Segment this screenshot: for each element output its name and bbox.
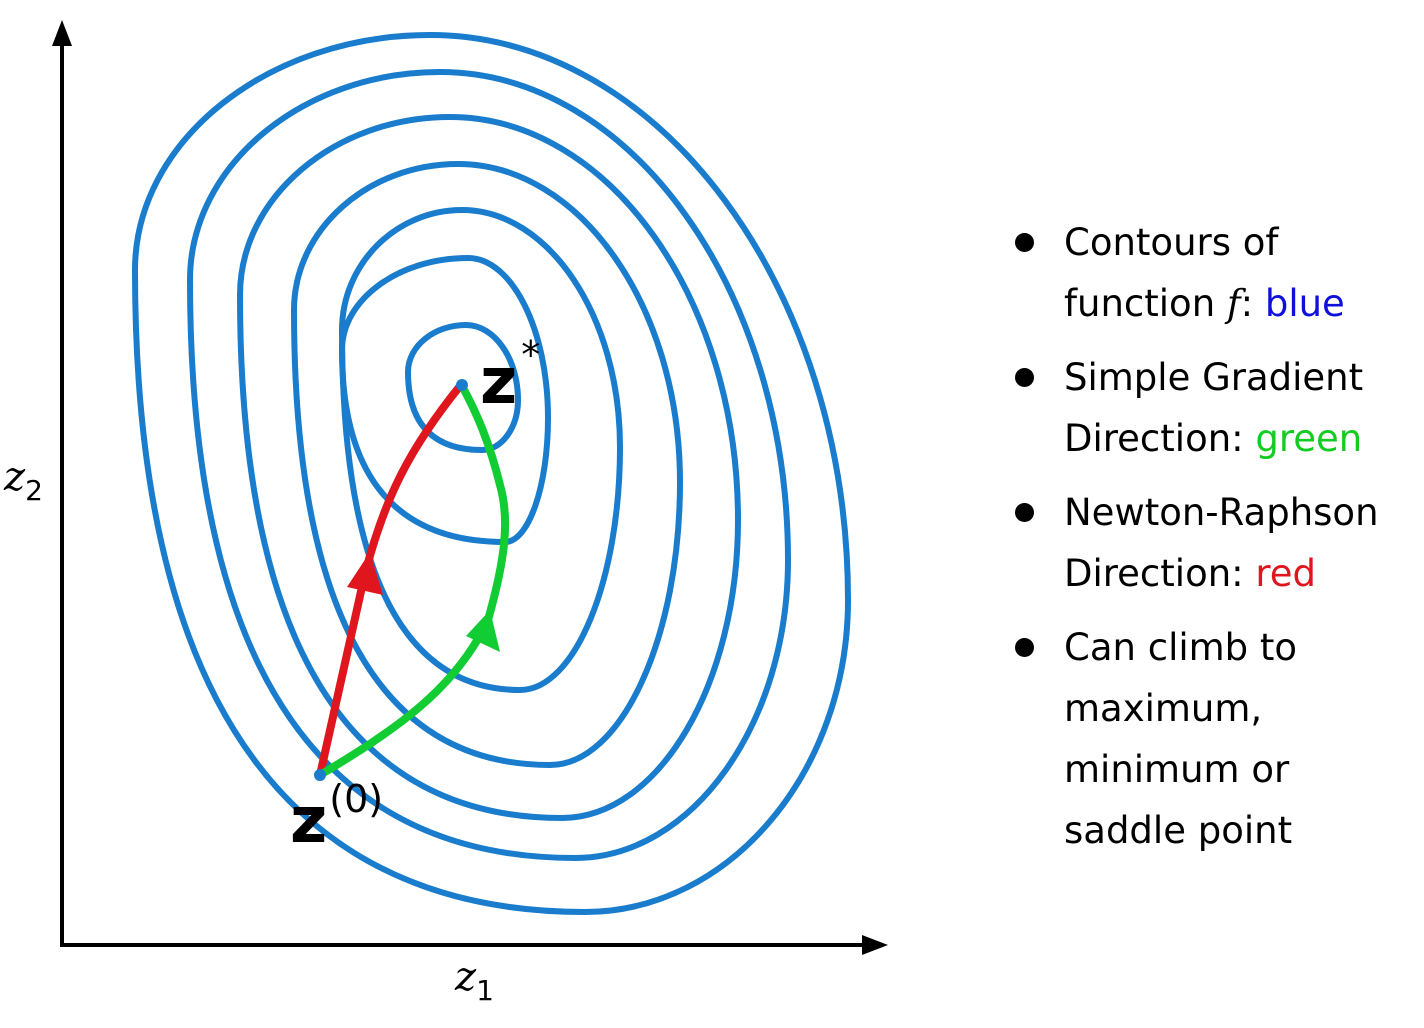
x-axis-symbol: z: [454, 954, 477, 1000]
contour-line: [290, 160, 684, 769]
legend-color-green: green: [1255, 417, 1363, 460]
legend-climb-line2: maximum,: [1064, 687, 1263, 730]
start-symbol: z: [290, 784, 327, 858]
optimum-point: [456, 379, 468, 391]
legend-list: Contours of function f: blue Simple Grad…: [1010, 212, 1420, 874]
start-point: [314, 769, 326, 781]
legend-color-blue: blue: [1264, 282, 1345, 325]
legend-color-red: red: [1255, 552, 1317, 595]
contour-line: [236, 113, 742, 822]
legend-climb-line4: saddle point: [1064, 809, 1293, 852]
axes: [52, 20, 888, 955]
legend-item-gradient: Simple Gradient Direction: green: [1010, 347, 1420, 469]
legend-climb-line3: minimum or: [1064, 748, 1290, 791]
contour-lines: [131, 31, 852, 916]
contour-line: [131, 31, 852, 916]
legend-item-climb: Can climb to maximum, minimum or saddle …: [1010, 617, 1420, 861]
legend-newton-prefix: Direction:: [1064, 552, 1256, 595]
y-axis-label: z2: [3, 454, 43, 507]
bullet-icon: [1015, 503, 1034, 522]
gradient-arrowhead: [466, 610, 500, 652]
gradient-path: [316, 382, 510, 779]
contour-line: [338, 254, 552, 546]
legend-contours-line1: Contours of: [1064, 221, 1279, 264]
newton-raphson-arrowhead: [347, 552, 383, 595]
start-label: z(0): [290, 777, 383, 858]
legend-contours-prefix: function: [1064, 282, 1227, 325]
legend-item-newton: Newton-Raphson Direction: red: [1010, 482, 1420, 604]
legend-gradient-prefix: Direction:: [1064, 417, 1256, 460]
contour-line: [404, 321, 522, 454]
contour-line: [338, 206, 624, 694]
legend-climb-line1: Can climb to: [1064, 626, 1298, 669]
bullet-icon: [1015, 368, 1034, 387]
y-axis-symbol: z: [3, 454, 26, 500]
legend-newton-line1: Newton-Raphson: [1064, 491, 1379, 534]
legend-function-var: f: [1226, 282, 1241, 325]
gradient-curve: [316, 382, 510, 779]
optimum-label: z *: [480, 333, 540, 419]
x-axis-subscript: 1: [476, 974, 494, 1007]
x-axis-label: z1: [454, 954, 494, 1007]
bullet-icon: [1015, 638, 1034, 657]
x-axis-arrowhead: [862, 935, 888, 955]
legend-contours-separator: :: [1240, 282, 1265, 325]
bullet-icon: [1015, 233, 1034, 252]
y-axis-subscript: 2: [25, 474, 43, 507]
y-axis-arrowhead: [52, 20, 72, 46]
contour-line: [186, 68, 792, 862]
legend-gradient-line1: Simple Gradient: [1064, 356, 1364, 399]
newton-raphson-path: [316, 382, 464, 779]
optimum-superscript: *: [521, 333, 540, 377]
optimum-symbol: z: [480, 345, 517, 419]
start-superscript: (0): [329, 777, 383, 821]
legend-item-contours: Contours of function f: blue: [1010, 212, 1420, 334]
